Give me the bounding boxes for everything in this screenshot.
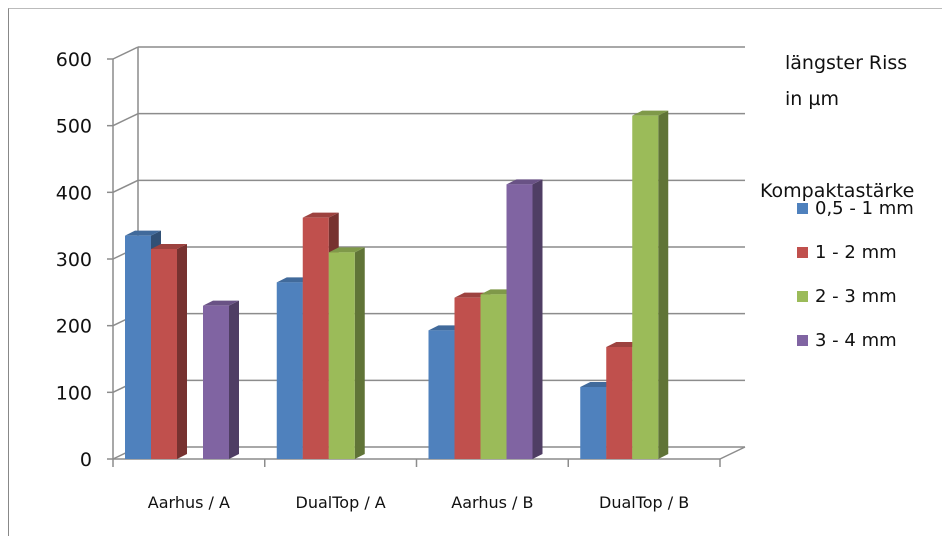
legend-title: Kompaktastärke (760, 180, 914, 202)
gridline-side (112, 112, 139, 127)
y-tick-label: 200 (56, 316, 92, 338)
y-tick-label: 100 (56, 382, 92, 404)
bar-front (328, 252, 355, 459)
bar-front (203, 305, 229, 459)
bar-top (632, 110, 669, 116)
bar-top (203, 300, 239, 306)
bar-top (328, 247, 365, 253)
bar-front (480, 294, 507, 459)
legend-swatch (797, 291, 808, 302)
floor-edge (719, 446, 746, 460)
bar-front (454, 297, 481, 459)
x-tick-label: DualTop / B (599, 493, 689, 512)
gridline-side (112, 46, 139, 60)
bar-front (151, 249, 177, 459)
legend-swatch (797, 203, 808, 214)
bar-front (506, 184, 533, 460)
bar-side (532, 179, 543, 460)
bar-top (506, 179, 543, 185)
legend-label: 0,5 - 1 mm (815, 198, 914, 219)
bar-front (276, 282, 303, 459)
annotation-line-1: längster Riss (785, 52, 907, 74)
legend-label: 1 - 2 mm (815, 242, 897, 263)
x-tick-label: Aarhus / A (148, 493, 230, 512)
bar-front (302, 217, 329, 459)
y-tick-label: 0 (80, 449, 92, 471)
x-axis-labels: Aarhus / A DualTop / A Aarhus / B DualTop /… (112, 459, 721, 512)
legend-label: 3 - 4 mm (815, 330, 897, 351)
bar (151, 244, 187, 459)
bar-side (354, 247, 365, 459)
annotation-line-2: in µm (785, 88, 839, 110)
bar-side (229, 300, 239, 459)
legend-swatch (797, 335, 808, 346)
legend-swatch (797, 247, 808, 258)
bar-front (606, 347, 633, 459)
x-tick-label: Aarhus / B (451, 493, 533, 512)
bar-side (658, 110, 669, 460)
bar-side (177, 244, 187, 459)
y-tick-label: 500 (56, 116, 92, 138)
bar-top (151, 244, 187, 249)
legend-label: 2 - 3 mm (815, 286, 897, 307)
chart-frame (8, 8, 942, 536)
bar-top (125, 230, 161, 236)
y-axis-ticks: 0 100 200 300 400 500 600 (56, 49, 113, 471)
x-tick-label: DualTop / A (296, 493, 386, 512)
bar (328, 247, 365, 459)
bar-front (580, 387, 607, 459)
bar (632, 110, 669, 460)
bar-front (428, 330, 455, 459)
bars (125, 110, 669, 460)
bar-front (632, 115, 659, 460)
bar (506, 179, 543, 460)
legend: 0,5 - 1 mm 1 - 2 mm 2 - 3 mm 3 - 4 mm (797, 198, 914, 351)
y-tick-label: 400 (56, 182, 92, 204)
gridline-side (112, 179, 139, 194)
bar-top (302, 212, 339, 218)
y-tick-label: 600 (56, 49, 92, 71)
bar (203, 300, 239, 459)
y-tick-label: 300 (56, 249, 92, 271)
bar-front (125, 235, 151, 459)
